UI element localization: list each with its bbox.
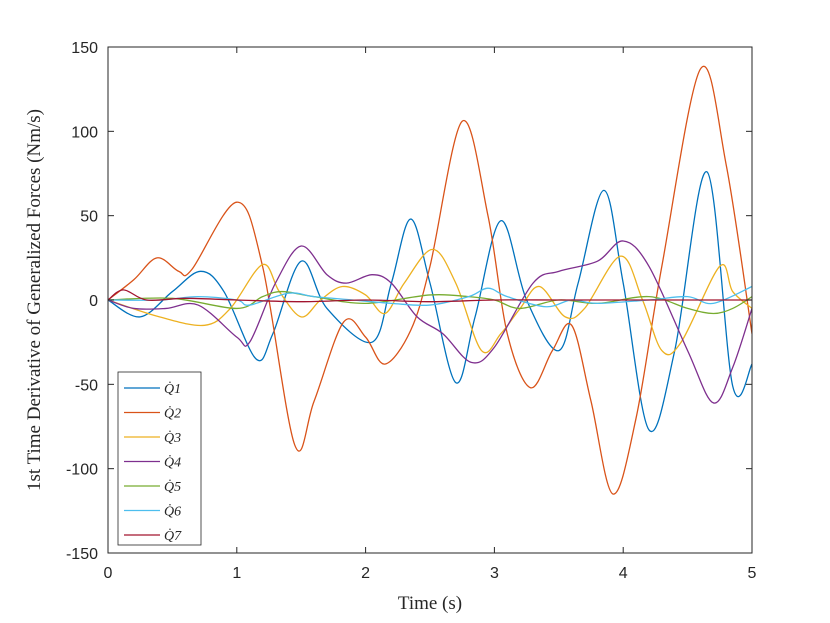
y-tick-label: 150 bbox=[71, 40, 98, 57]
legend-label-7: Q̇7 bbox=[164, 528, 182, 544]
legend-label-1: Q̇1 bbox=[164, 381, 181, 397]
legend-box bbox=[117, 371, 202, 546]
y-ticks: 150 100 50 0 -50 -100 -150 bbox=[66, 40, 752, 563]
series-line-4 bbox=[108, 240, 752, 404]
y-tick-label: -100 bbox=[66, 462, 98, 479]
x-tick-label: 4 bbox=[619, 565, 628, 582]
y-tick-label: -150 bbox=[66, 546, 98, 563]
legend-label-3: Q̇3 bbox=[164, 430, 181, 446]
legend: Q̇1 Q̇2 Q̇3 Q̇4 Q̇5 Q̇6 Q̇7 bbox=[117, 371, 202, 546]
legend-label-4: Q̇4 bbox=[164, 454, 181, 470]
x-tick-label: 1 bbox=[232, 565, 241, 582]
x-tick-label: 2 bbox=[361, 565, 370, 582]
y-tick-label: -50 bbox=[75, 377, 98, 394]
y-tick-label: 50 bbox=[80, 209, 98, 226]
series-line-2 bbox=[108, 65, 752, 495]
y-tick-label: 100 bbox=[71, 124, 98, 141]
series-line-7 bbox=[108, 289, 752, 303]
legend-label-5: Q̇5 bbox=[164, 479, 181, 495]
legend-label-2: Q̇2 bbox=[164, 405, 181, 421]
series-lines bbox=[108, 65, 752, 495]
x-tick-label: 5 bbox=[748, 565, 757, 582]
x-ticks: 0 1 2 3 4 5 bbox=[104, 47, 757, 582]
series-line-5 bbox=[108, 290, 752, 315]
series-line-3 bbox=[108, 248, 752, 356]
y-axis-label: 1st Time Derivative of Generalized Force… bbox=[24, 109, 45, 491]
y-tick-label: 0 bbox=[89, 293, 98, 310]
x-tick-label: 0 bbox=[104, 565, 113, 582]
legend-label-6: Q̇6 bbox=[164, 503, 181, 519]
x-tick-label: 3 bbox=[490, 565, 499, 582]
x-axis-label: Time (s) bbox=[398, 593, 462, 614]
